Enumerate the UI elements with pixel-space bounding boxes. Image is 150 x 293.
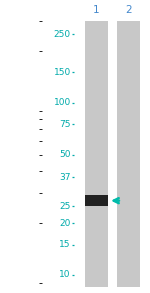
Text: 100: 100 [54,98,71,107]
Text: 75: 75 [59,120,71,129]
Text: 37: 37 [59,173,71,182]
Bar [117,21,140,287]
Text: 10: 10 [59,270,71,280]
Text: 15: 15 [59,240,71,249]
Text: 25: 25 [60,202,71,211]
Text: 1: 1 [93,5,100,15]
Text: 150: 150 [54,68,71,77]
Text: 20: 20 [60,219,71,228]
Bar [85,21,108,287]
Text: 250: 250 [54,30,71,39]
Text: 2: 2 [125,5,131,15]
Text: 50: 50 [59,150,71,159]
Bar [85,195,108,207]
